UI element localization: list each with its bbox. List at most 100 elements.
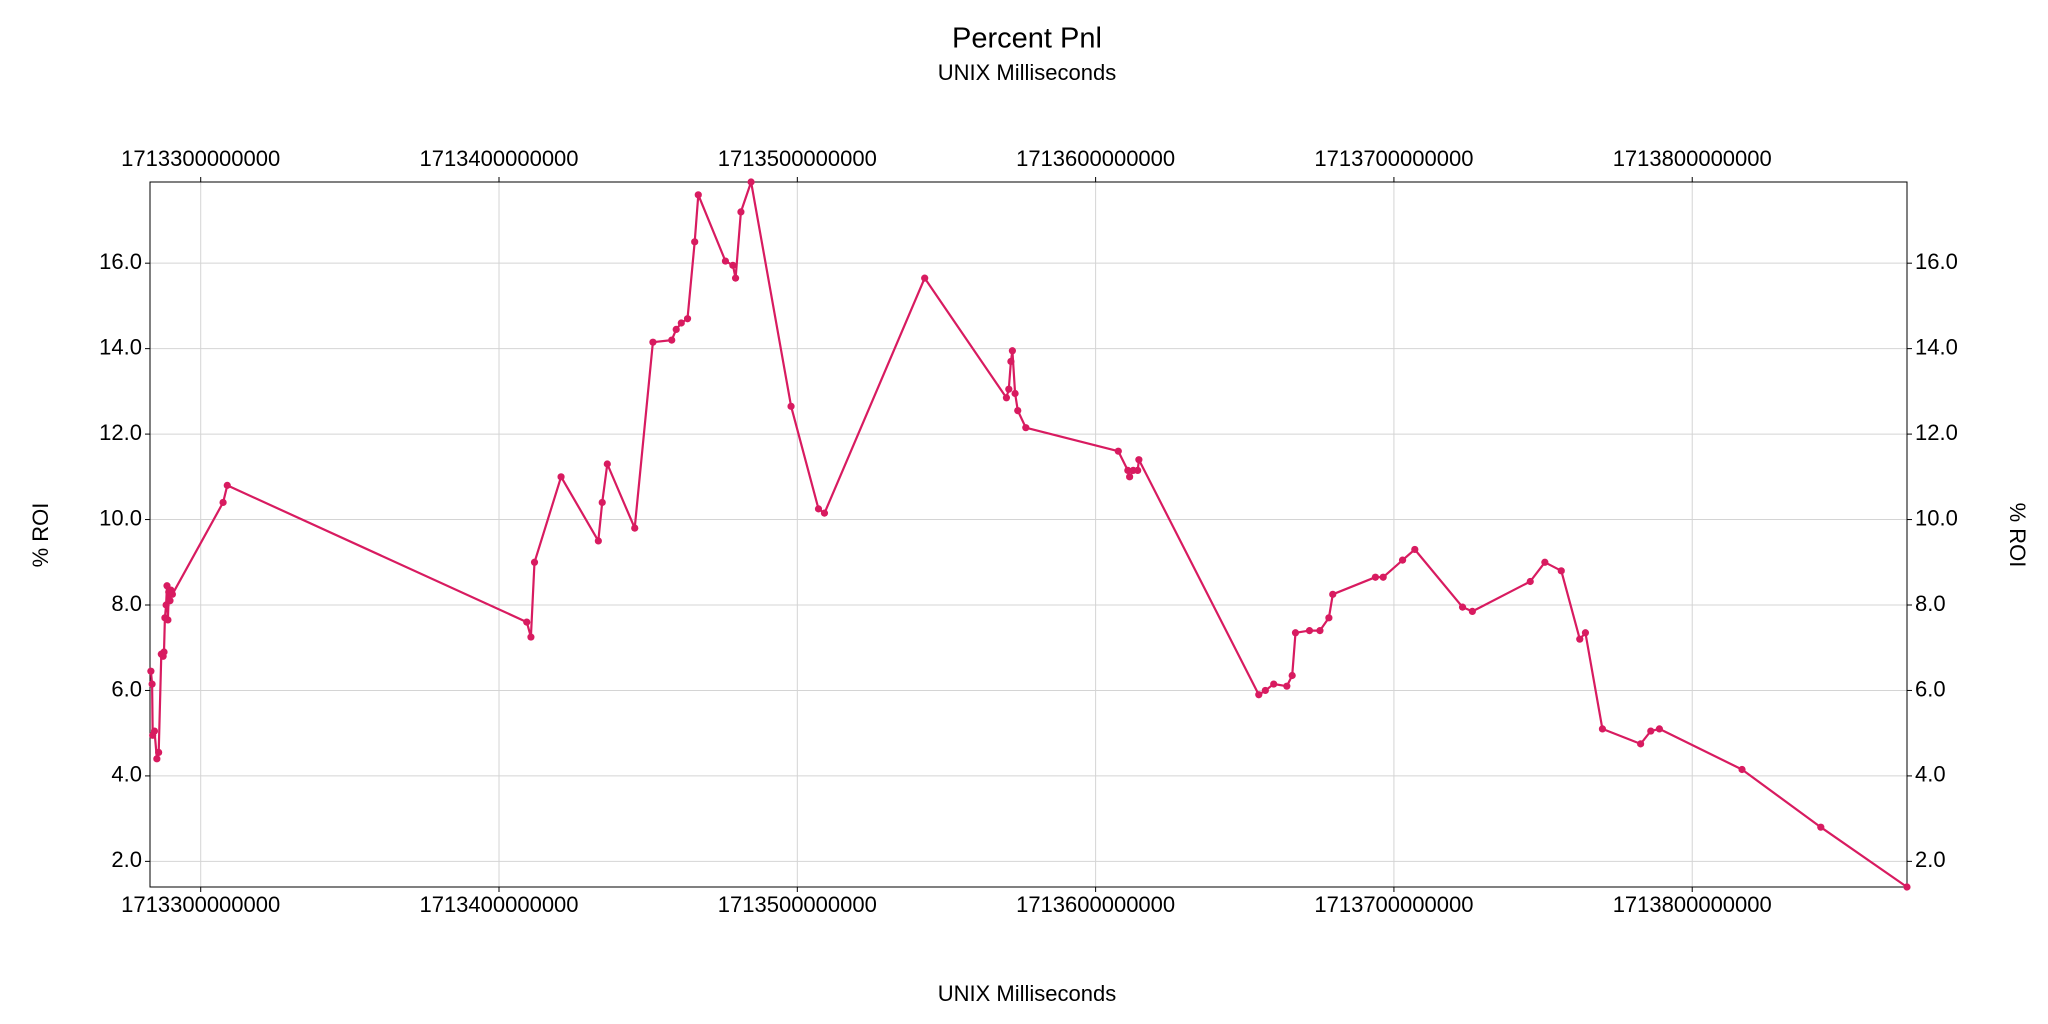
y-tick-label-left: 14.0 — [99, 334, 142, 359]
data-point — [1458, 603, 1467, 611]
data-point — [1329, 590, 1337, 598]
data-point — [691, 238, 699, 246]
data-point — [1576, 635, 1584, 643]
x-tick-label-top: 1713300000000 — [121, 146, 280, 171]
data-point — [1903, 883, 1911, 891]
data-point — [729, 261, 737, 269]
data-point — [530, 558, 539, 566]
data-point — [148, 680, 156, 688]
data-point — [598, 498, 606, 507]
data-point — [1005, 385, 1013, 393]
data-point — [1291, 629, 1300, 637]
x-tick-label-bottom: 1713800000000 — [1613, 892, 1772, 917]
x-tick-label-bottom: 1713600000000 — [1016, 892, 1175, 917]
data-point — [160, 648, 168, 656]
data-point — [1014, 406, 1022, 415]
data-point — [737, 208, 745, 216]
data-point — [1261, 686, 1269, 695]
data-point — [1288, 671, 1296, 680]
data-point — [1817, 823, 1825, 831]
data-point — [1255, 691, 1263, 699]
data-point — [1738, 765, 1746, 774]
data-point — [1008, 347, 1016, 355]
y-tick-label-left: 2.0 — [111, 847, 142, 872]
y-tick-label-left: 4.0 — [111, 762, 142, 787]
data-point — [1398, 556, 1407, 564]
data-point — [787, 402, 795, 410]
data-point — [820, 509, 829, 517]
data-point — [1316, 627, 1324, 635]
data-point — [1325, 614, 1333, 622]
data-point — [153, 755, 161, 763]
data-point — [1526, 577, 1534, 586]
data-point — [677, 319, 685, 327]
y-tick-label-left: 10.0 — [99, 505, 142, 530]
y-tick-label-left: 6.0 — [111, 676, 142, 701]
data-point — [631, 524, 639, 532]
data-point — [1637, 740, 1645, 748]
y-tick-label-right: 4.0 — [1915, 762, 1946, 787]
data-point — [1007, 357, 1015, 366]
data-point — [1468, 607, 1476, 616]
data-point — [747, 178, 755, 186]
data-point — [1655, 725, 1664, 733]
x-tick-label-bottom: 1713300000000 — [121, 892, 280, 917]
data-point — [1135, 456, 1143, 464]
data-point — [1270, 680, 1278, 688]
data-point — [150, 727, 159, 735]
data-point — [1557, 567, 1565, 575]
data-point — [683, 315, 692, 323]
data-point — [166, 597, 174, 605]
chart-subtitle: UNIX Milliseconds — [938, 60, 1117, 85]
y-tick-label-right: 12.0 — [1915, 420, 1958, 445]
y-axis: 2.0 2.0 4.0 4.0 6.0 6.0 8.0 8.0 10.0 10.0 12.0 12.0… — [99, 249, 1958, 872]
data-point — [557, 473, 565, 481]
data-point — [1002, 394, 1011, 402]
x-tick-label-bottom: 1713700000000 — [1314, 892, 1473, 917]
data-point — [649, 338, 657, 346]
data-point — [1581, 629, 1590, 637]
data-point — [1371, 573, 1380, 581]
data-point — [694, 191, 702, 199]
data-point — [672, 325, 680, 334]
data-point — [1022, 424, 1030, 432]
data-point — [1124, 466, 1132, 475]
data-point — [1011, 389, 1019, 398]
data-point — [219, 498, 227, 507]
x-axis: 1713300000000 1713300000000 1713400000000 1… — [121, 146, 1772, 917]
x-tick-label-top: 1713700000000 — [1314, 146, 1473, 171]
plot-area — [149, 181, 1908, 888]
x-axis-label: UNIX Milliseconds — [938, 981, 1117, 1006]
y-tick-label-left: 8.0 — [111, 591, 142, 616]
series-line — [149, 180, 1908, 888]
data-point — [1283, 682, 1291, 690]
x-tick-label-bottom: 1713500000000 — [718, 892, 877, 917]
x-tick-label-bottom: 1713400000000 — [419, 892, 578, 917]
data-point — [814, 505, 823, 513]
data-point — [1305, 627, 1314, 635]
data-point — [1647, 727, 1655, 735]
x-tick-label-top: 1713400000000 — [419, 146, 578, 171]
data-point — [223, 481, 231, 489]
y-tick-label-right: 10.0 — [1915, 505, 1958, 530]
data-point — [1126, 473, 1134, 481]
data-point — [1598, 725, 1607, 733]
y-tick-label-right: 16.0 — [1915, 249, 1958, 274]
y-tick-label-right: 2.0 — [1915, 847, 1946, 872]
x-tick-label-top: 1713800000000 — [1613, 146, 1772, 171]
data-point — [921, 274, 929, 282]
y-axis-label-left: % ROI — [28, 503, 53, 568]
x-tick-label-top: 1713600000000 — [1016, 146, 1175, 171]
y-tick-label-left: 12.0 — [99, 420, 142, 445]
y-tick-label-left: 16.0 — [99, 249, 142, 274]
y-tick-label-right: 8.0 — [1915, 591, 1946, 616]
data-point — [1541, 558, 1549, 566]
data-point — [523, 618, 531, 626]
series-group — [147, 178, 1911, 891]
data-point — [721, 257, 730, 265]
data-point — [668, 336, 676, 344]
data-point — [164, 616, 172, 624]
x-tick-label-top: 1713500000000 — [718, 146, 877, 171]
data-point — [1114, 447, 1122, 455]
